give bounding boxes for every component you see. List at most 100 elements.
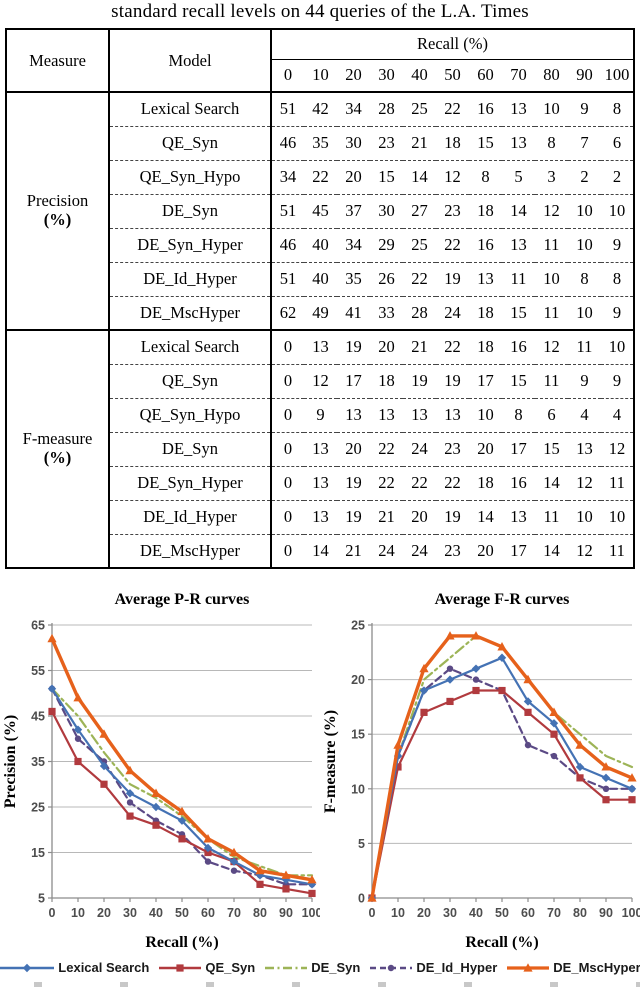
marker-DE_Id_Hyper (388, 964, 395, 971)
legend-sample-icon (265, 966, 308, 969)
value-cell: 11 (502, 261, 535, 296)
value-cell: 18 (469, 329, 502, 364)
value-cell: 12 (304, 363, 337, 398)
value-cell: 10 (568, 193, 601, 228)
table-row: QE_Syn 0 12 17 18 19 19 17 15 11 9 9 (6, 363, 634, 398)
legend-sample-icon (159, 963, 202, 972)
value-cell: 13 (304, 465, 337, 500)
value-cell: 15 (502, 295, 535, 330)
value-cell: 7 (568, 125, 601, 160)
marker-DE_MscHyper (393, 740, 403, 749)
chart-legend: Lexical Search QE_Syn DE_Syn DE_Id_Hyper DE_… (0, 960, 640, 975)
legend-label: DE_Id_Hyper (416, 960, 498, 975)
value-cell: 0 (271, 397, 304, 432)
value-cell: 51 (271, 91, 304, 126)
table-row: DE_Syn 0 13 20 22 24 23 20 17 15 13 12 (6, 431, 634, 466)
value-cell: 8 (535, 125, 568, 160)
marker-Lexical-Search (203, 843, 213, 853)
legend-sample-icon (507, 962, 550, 972)
value-cell: 11 (535, 363, 568, 398)
x-tick-label: 100 (622, 906, 640, 920)
value-cell: 12 (436, 159, 469, 194)
x-tick-label: 0 (49, 906, 56, 920)
table-body: Precision (%) Lexical Search 51 42 34 28 25 22 16… (6, 91, 634, 568)
recall-level-header: 20 (337, 59, 370, 93)
recall-level-header: 10 (304, 59, 337, 93)
marker-QE_Syn (446, 697, 454, 706)
legend-item: DE_Id_Hyper (369, 960, 497, 975)
value-cell: 14 (469, 499, 502, 534)
y-tick-label: 65 (31, 619, 45, 633)
value-cell: 10 (601, 499, 634, 534)
marker-DE_MscHyper (307, 875, 317, 884)
table-row: QE_Syn_Hypo 0 9 13 13 13 13 10 8 6 4 4 (6, 397, 634, 432)
series-line-DE_MscHyper (370, 634, 634, 900)
value-cell: 33 (370, 295, 403, 330)
y-tick-label: 10 (351, 782, 365, 796)
value-cell: 25 (403, 91, 436, 126)
value-cell: 16 (469, 91, 502, 126)
value-cell: 16 (469, 227, 502, 262)
results-table: Measure Model Recall (%) 0 10 20 30 40 50 60 70 80 9… (5, 28, 635, 569)
x-tick-label: 80 (253, 906, 267, 920)
value-cell: 28 (403, 295, 436, 330)
marker-DE_MscHyper (99, 729, 109, 738)
value-cell: 13 (502, 227, 535, 262)
value-cell: 46 (271, 227, 304, 262)
value-cell: 23 (436, 431, 469, 466)
measure-unit: (%) (43, 210, 72, 229)
value-cell: 16 (502, 329, 535, 364)
value-cell: 11 (535, 227, 568, 262)
x-tick-label: 80 (573, 906, 587, 920)
value-cell: 23 (436, 533, 469, 568)
marker-Lexical-Search (23, 963, 32, 972)
marker-DE_MscHyper (367, 893, 377, 902)
marker-QE_Syn (100, 780, 108, 788)
marker-DE_MscHyper (203, 834, 213, 843)
chart-title: Average F-R curves (435, 591, 570, 608)
marker-QE_Syn (74, 757, 82, 766)
marker-DE_MscHyper (125, 765, 135, 775)
x-tick-label: 0 (369, 906, 376, 920)
value-cell: 17 (337, 363, 370, 398)
x-tick-label: 30 (443, 906, 457, 920)
recall-level-header: 100 (601, 59, 634, 93)
x-tick-label: 40 (149, 906, 163, 920)
value-cell: 11 (601, 533, 634, 568)
y-tick-label: 5 (38, 892, 45, 906)
figure-caption: standard recall levels on 44 queries of … (111, 1, 529, 22)
marker-DE_MscHyper (549, 707, 559, 716)
value-cell: 20 (469, 431, 502, 466)
value-cell: 10 (601, 329, 634, 364)
marker-QE_Syn (178, 835, 186, 843)
value-cell: 22 (436, 329, 469, 364)
table-header: Measure Model Recall (%) 0 10 20 30 40 50 60 70 80 9… (6, 29, 634, 93)
chart-title: Average P-R curves (115, 591, 250, 608)
value-cell: 12 (568, 465, 601, 500)
value-cell: 12 (535, 329, 568, 364)
value-cell: 30 (370, 193, 403, 228)
value-cell: 26 (370, 261, 403, 296)
value-cell: 17 (502, 533, 535, 568)
legend-item: DE_Syn (264, 960, 360, 975)
y-tick-label: 25 (351, 619, 365, 633)
value-cell: 13 (502, 125, 535, 160)
marker-QE_Syn (628, 796, 636, 804)
value-cell: 16 (502, 465, 535, 500)
table-row: DE_Syn_Hyper 46 40 34 29 25 22 16 13 11 10 9 (6, 227, 634, 262)
x-tick-label: 70 (547, 906, 561, 920)
value-cell: 0 (271, 431, 304, 466)
value-cell: 37 (337, 193, 370, 228)
value-cell: 22 (436, 91, 469, 126)
marker-DE_MscHyper (601, 762, 611, 771)
marker-QE_Syn (550, 730, 558, 738)
value-cell: 9 (304, 397, 337, 432)
value-cell: 15 (370, 159, 403, 194)
marker-DE_MscHyper (445, 631, 455, 640)
marker-DE_Id_Hyper (550, 752, 558, 760)
value-cell: 15 (535, 431, 568, 466)
value-cell: 24 (403, 431, 436, 466)
x-tick-label: 50 (495, 906, 509, 920)
x-axis-label: Recall (%) (145, 934, 218, 951)
model-cell: QE_Syn (109, 363, 272, 398)
